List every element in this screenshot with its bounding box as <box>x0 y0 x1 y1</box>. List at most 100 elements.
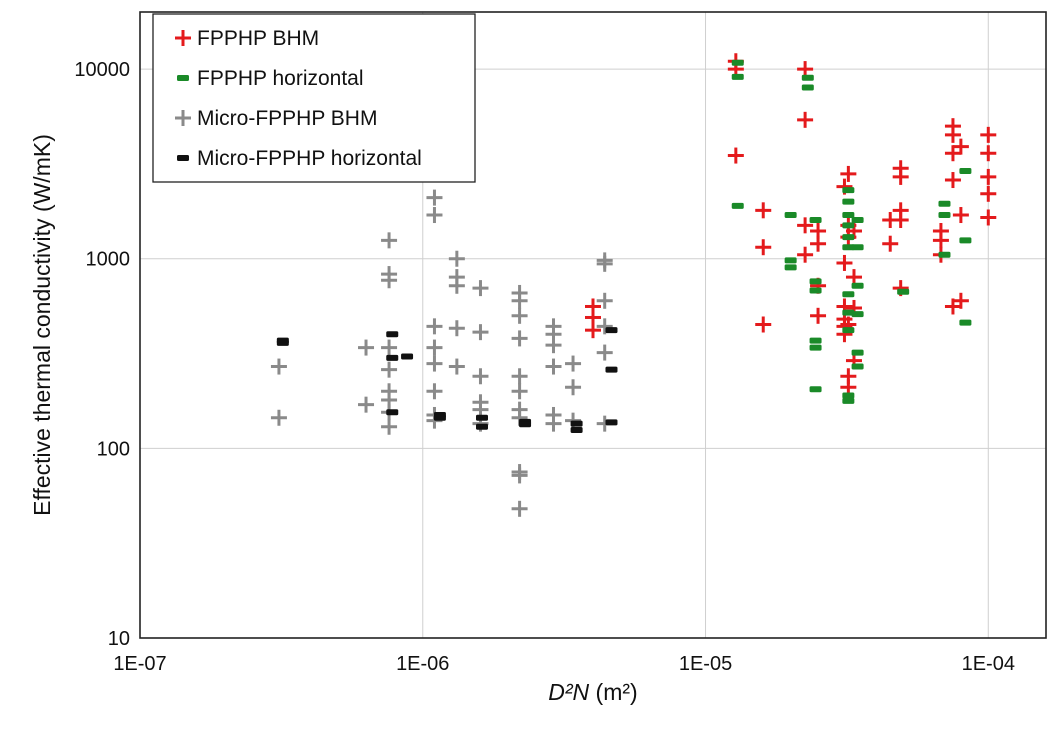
data-point <box>545 337 562 354</box>
x-tick-label: 1E-06 <box>396 653 449 675</box>
data-point <box>511 383 528 400</box>
data-point <box>511 292 528 309</box>
data-point <box>426 355 443 372</box>
y-tick-label: 10 <box>108 628 130 650</box>
data-point <box>810 307 827 324</box>
data-point <box>472 324 489 341</box>
data-point <box>270 358 287 375</box>
data-point <box>952 138 969 155</box>
data-point <box>401 353 414 360</box>
data-point <box>565 379 582 396</box>
data-point <box>476 423 489 430</box>
data-point <box>892 212 909 229</box>
data-point <box>570 426 583 433</box>
data-point <box>938 200 951 207</box>
data-point <box>472 280 489 297</box>
x-tick-label: 1E-05 <box>679 653 732 675</box>
data-point <box>605 419 618 426</box>
data-point <box>511 307 528 324</box>
data-point <box>381 232 398 249</box>
data-point <box>270 409 287 426</box>
legend-label: FPPHP horizontal <box>197 67 364 90</box>
data-point <box>797 246 814 263</box>
data-point <box>511 467 528 484</box>
data-point <box>755 239 772 256</box>
data-point <box>809 386 822 393</box>
series-1 <box>731 59 972 404</box>
data-point <box>511 368 528 385</box>
y-tick-label: 1000 <box>86 249 131 271</box>
data-point <box>842 397 855 404</box>
legend-label: Micro-FPPHP BHM <box>197 107 377 130</box>
data-point <box>276 339 289 346</box>
data-point <box>842 212 855 219</box>
data-point <box>731 59 744 66</box>
series-2 <box>270 189 613 517</box>
data-point <box>836 254 853 271</box>
legend-marker <box>175 30 191 46</box>
data-point <box>386 331 399 338</box>
data-point <box>842 392 855 399</box>
data-point <box>731 202 744 209</box>
data-point <box>426 207 443 224</box>
data-point <box>448 250 465 267</box>
data-point <box>892 168 909 185</box>
data-point <box>842 187 855 194</box>
legend-marker <box>177 155 189 161</box>
data-point <box>810 235 827 252</box>
data-point <box>381 418 398 435</box>
data-point <box>842 222 855 229</box>
y-tick-label: 10000 <box>74 59 130 81</box>
data-point <box>809 217 822 224</box>
data-point <box>426 318 443 335</box>
y-axis-title: Effective thermal conductivity (W/mK) <box>29 134 55 516</box>
data-point <box>511 500 528 517</box>
y-tick-label: 100 <box>97 438 130 460</box>
data-point <box>448 320 465 337</box>
data-point <box>959 168 972 175</box>
data-point <box>755 202 772 219</box>
data-point <box>851 244 864 251</box>
legend-item: FPPHP BHM <box>175 27 319 50</box>
data-point <box>980 185 997 202</box>
data-point <box>727 147 744 164</box>
data-point <box>731 73 744 80</box>
data-point <box>980 145 997 162</box>
data-point <box>476 414 489 421</box>
data-point <box>358 339 375 356</box>
axis-ticks: 1E-07 1E-06 1E-05 1E-04 10 100 1000 10000 <box>74 59 1015 675</box>
data-point <box>386 354 399 361</box>
legend: FPPHP BHM FPPHP horizontal Micro-FPPHP BHM… <box>152 13 476 183</box>
data-point <box>980 126 997 143</box>
x-tick-label: 1E-07 <box>113 653 166 675</box>
data-point <box>851 349 864 356</box>
x-tick-label: 1E-04 <box>962 653 1015 675</box>
data-point <box>605 366 618 373</box>
data-point <box>585 322 601 339</box>
data-point <box>381 272 398 289</box>
legend-box <box>152 13 476 183</box>
data-point <box>472 368 489 385</box>
data-point <box>426 383 443 400</box>
data-point <box>596 292 613 309</box>
data-point <box>358 396 375 413</box>
data-point <box>381 339 398 356</box>
data-point <box>944 126 961 143</box>
plot-area <box>139 11 1047 639</box>
legend-marker <box>175 110 191 126</box>
data-point <box>801 84 814 91</box>
data-point <box>570 420 583 427</box>
data-point <box>448 358 465 375</box>
data-point <box>809 278 822 285</box>
data-point <box>842 198 855 205</box>
data-point <box>426 189 443 206</box>
legend-label: FPPHP BHM <box>197 27 319 50</box>
data-point <box>938 212 951 219</box>
data-point <box>897 288 910 295</box>
data-point <box>851 282 864 289</box>
data-point <box>842 244 855 251</box>
data-point <box>565 355 582 372</box>
data-point <box>959 237 972 244</box>
data-point <box>433 414 446 421</box>
